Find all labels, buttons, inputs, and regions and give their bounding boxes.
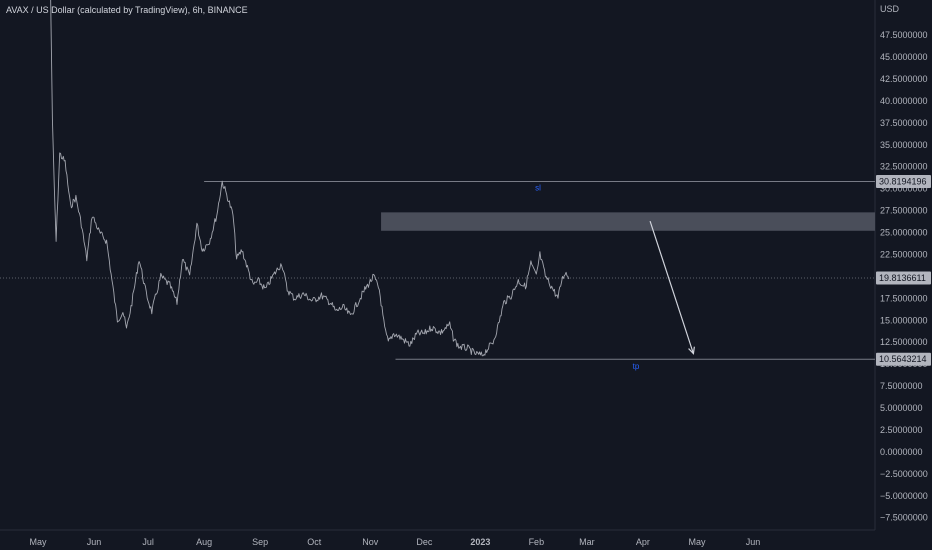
current-price-badge-bg [876,271,931,285]
x-tick-label: Mar [579,537,595,547]
y-tick-label: 2.5000000 [880,425,923,435]
price-axis[interactable]: USD 47.5000000 45.0000000 42.5000000 40.0000… [874,0,928,530]
tp-price-badge-bg [876,352,931,366]
y-tick-label: −7.5000000 [880,513,928,523]
y-tick-label: −5.0000000 [880,491,928,501]
projection-arrow[interactable] [649,220,694,354]
y-tick-label: 37.5000000 [880,118,928,128]
chart-title: AVAX / US Dollar (calculated by TradingV… [6,5,248,15]
y-tick-label: 7.5000000 [880,381,923,391]
x-tick-label: 2023 [470,537,490,547]
y-tick-label: 45.0000000 [880,52,928,62]
price-badges: 30.8194196 10.5643214 19.8136611 [876,174,931,366]
entry-zone[interactable] [381,212,875,231]
x-tick-label: Jul [142,537,154,547]
y-tick-label: 30.0000000 [880,184,928,194]
tp-label: tp [633,362,640,371]
y-tick-label: 32.5000000 [880,162,928,172]
y-tick-label: −2.5000000 [880,469,928,479]
x-tick-label: May [689,537,707,547]
x-tick-label: May [29,537,47,547]
tp-price-badge: 10.5643214 [879,354,927,364]
x-tick-label: Jun [746,537,761,547]
x-tick-label: Apr [636,537,650,547]
y-tick-label: 0.0000000 [880,447,923,457]
current-price-badge: 19.8136611 [879,273,926,283]
x-tick-label: Oct [307,537,322,547]
y-tick-label: 47.5000000 [880,30,928,40]
y-tick-label: 17.5000000 [880,293,928,303]
sl-price-badge-bg [876,174,931,188]
x-tick-label: Nov [362,537,379,547]
y-tick-label: 15.0000000 [880,315,928,325]
x-tick-label: Feb [529,537,545,547]
time-axis[interactable]: May Jun Jul Aug Sep Oct Nov Dec 2023 Feb Mar Apr May… [0,529,875,547]
projection-arrow-head [688,346,695,355]
price-line [50,0,570,357]
x-tick-label: Dec [416,537,433,547]
currency-label: USD [880,4,900,14]
x-tick-label: Sep [252,537,268,547]
y-tick-label: 27.5000000 [880,206,928,216]
x-tick-label: Jun [87,537,102,547]
y-tick-label: 40.0000000 [880,96,928,106]
y-tick-label: 35.0000000 [880,140,928,150]
sl-label: sl [535,183,541,192]
sl-price-badge: 30.8194196 [879,176,927,186]
y-tick-label: 12.5000000 [880,337,928,347]
drawing-overlays: sl tp [0,180,875,371]
price-series [50,0,570,357]
y-tick-label: 22.5000000 [880,249,928,259]
y-tick-label: 5.0000000 [880,403,923,413]
y-tick-label: 25.0000000 [880,228,928,238]
x-tick-label: Aug [196,537,212,547]
y-tick-label: 42.5000000 [880,74,928,84]
